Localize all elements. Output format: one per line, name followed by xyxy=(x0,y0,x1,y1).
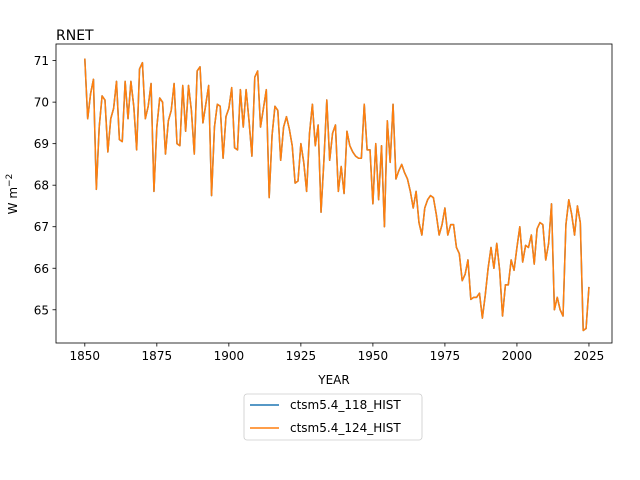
y-tick-label: 68 xyxy=(34,179,49,193)
y-tick-label: 69 xyxy=(34,137,49,151)
y-axis-label-exponent: −2 xyxy=(5,174,15,187)
x-tick-label: 1900 xyxy=(214,349,245,363)
legend-label-118: ctsm5.4_118_HIST xyxy=(290,398,401,412)
legend: ctsm5.4_118_HIST ctsm5.4_124_HIST xyxy=(243,393,423,441)
chart-title: RNET xyxy=(56,28,94,44)
plot-frame xyxy=(55,43,613,344)
x-axis: 1850 1875 1900 1925 1950 1975 2000 2025 xyxy=(70,343,605,363)
x-axis-label: YEAR xyxy=(317,373,349,387)
y-tick-label: 65 xyxy=(34,303,49,317)
plot-lines xyxy=(84,58,590,332)
y-tick-label: 70 xyxy=(34,96,49,110)
x-tick-label: 1950 xyxy=(358,349,389,363)
y-axis-label-main: W m xyxy=(6,187,20,214)
y-axis-label: W m−2 xyxy=(5,174,20,215)
y-tick-label: 67 xyxy=(34,220,49,234)
x-tick-label: 1925 xyxy=(286,349,317,363)
legend-frame xyxy=(243,393,423,441)
x-tick-label: 1875 xyxy=(142,349,173,363)
x-tick-label: 1850 xyxy=(70,349,101,363)
y-axis: 65 66 67 68 69 70 71 xyxy=(34,54,56,317)
x-tick-label: 2000 xyxy=(502,349,533,363)
y-tick-label: 66 xyxy=(34,262,49,276)
x-tick-label: 2025 xyxy=(574,349,605,363)
y-tick-label: 71 xyxy=(34,54,49,68)
series-line-1 xyxy=(84,58,590,332)
x-tick-label: 1975 xyxy=(430,349,461,363)
legend-label-124: ctsm5.4_124_HIST xyxy=(290,421,401,435)
